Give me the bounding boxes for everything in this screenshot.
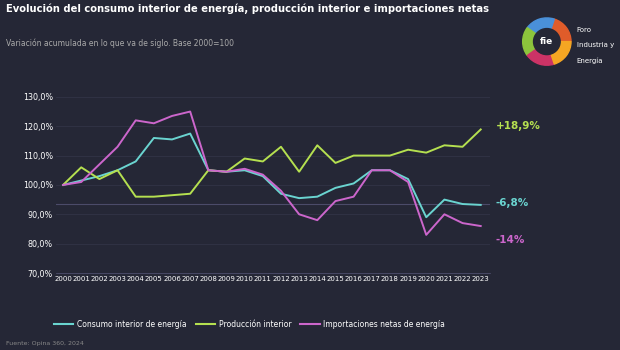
- Text: Evolución del consumo interior de energía, producción interior e importaciones n: Evolución del consumo interior de energí…: [6, 4, 489, 14]
- Text: Variación acumulada en lo que va de siglo. Base 2000=100: Variación acumulada en lo que va de sigl…: [6, 38, 234, 48]
- Wedge shape: [547, 42, 571, 64]
- Text: Foro: Foro: [577, 27, 591, 33]
- Wedge shape: [527, 42, 554, 65]
- Wedge shape: [547, 19, 571, 42]
- Circle shape: [534, 29, 560, 55]
- Wedge shape: [523, 28, 547, 56]
- Text: Industria y: Industria y: [577, 42, 614, 48]
- Text: Energía: Energía: [577, 57, 603, 64]
- Legend: Consumo interior de energía, Producción interior, Importaciones netas de energía: Consumo interior de energía, Producción …: [51, 317, 448, 332]
- Text: Fuente: Opina 360, 2024: Fuente: Opina 360, 2024: [6, 342, 84, 346]
- Text: fie: fie: [540, 37, 554, 46]
- Text: -6,8%: -6,8%: [496, 198, 529, 208]
- Text: -14%: -14%: [496, 235, 525, 245]
- Text: +18,9%: +18,9%: [496, 121, 541, 131]
- Wedge shape: [527, 18, 554, 42]
